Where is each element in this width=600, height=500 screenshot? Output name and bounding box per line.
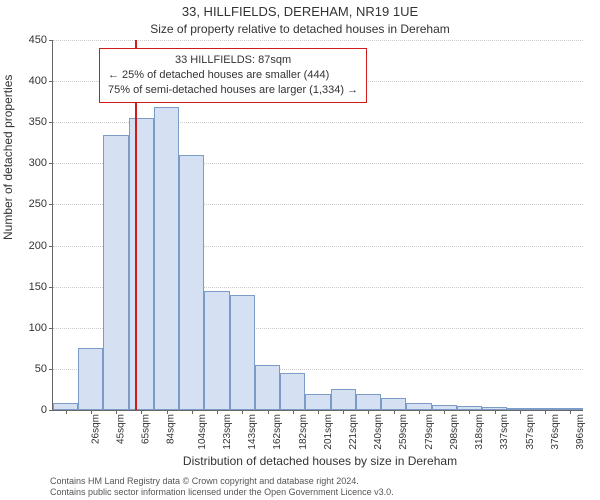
xtick-mark [469, 410, 470, 414]
histogram-bar [179, 155, 204, 410]
histogram-bar [255, 365, 280, 410]
xtick-label: 240sqm [373, 414, 384, 450]
histogram-bar [103, 135, 128, 410]
xtick-label: 376sqm [550, 414, 561, 450]
xtick-label: 104sqm [197, 414, 208, 450]
xtick-label: 26sqm [90, 414, 101, 444]
histogram-bar [204, 291, 229, 410]
xtick-mark [570, 410, 571, 414]
xtick-mark [318, 410, 319, 414]
xtick-label: 65sqm [141, 414, 152, 444]
plot-area: 05010015020025030035040045026sqm45sqm65s… [52, 40, 583, 411]
xtick-mark [394, 410, 395, 414]
xtick-label: 162sqm [272, 414, 283, 450]
xtick-label: 357sqm [525, 414, 536, 450]
ytick-label: 200 [29, 240, 47, 252]
y-axis-label: Number of detached properties [1, 75, 15, 240]
chart-title: 33, HILLFIELDS, DEREHAM, NR19 1UE [0, 4, 600, 19]
xtick-mark [293, 410, 294, 414]
xtick-mark [444, 410, 445, 414]
xtick-label: 201sqm [323, 414, 334, 450]
xtick-label: 337sqm [500, 414, 511, 450]
ytick-label: 150 [29, 281, 47, 293]
histogram-bar [129, 118, 154, 410]
ytick-mark [49, 163, 53, 164]
xtick-mark [343, 410, 344, 414]
xtick-mark [141, 410, 142, 414]
xtick-label: 221sqm [348, 414, 359, 450]
ytick-mark [49, 369, 53, 370]
histogram-bar [230, 295, 255, 410]
x-axis-label: Distribution of detached houses by size … [50, 454, 590, 468]
histogram-bar [78, 348, 103, 410]
xtick-mark [167, 410, 168, 414]
histogram-bar [356, 394, 381, 410]
info-box-line-1: 33 HILLFIELDS: 87sqm [108, 53, 358, 68]
ytick-label: 300 [29, 157, 47, 169]
ytick-mark [49, 328, 53, 329]
histogram-bar [305, 394, 330, 410]
xtick-label: 123sqm [222, 414, 233, 450]
xtick-label: 298sqm [449, 414, 460, 450]
xtick-mark [217, 410, 218, 414]
xtick-mark [495, 410, 496, 414]
chart-container: 33, HILLFIELDS, DEREHAM, NR19 1UE Size o… [0, 0, 600, 500]
histogram-bar [381, 398, 406, 410]
gridline [53, 40, 583, 41]
xtick-label: 396sqm [575, 414, 586, 450]
ytick-mark [49, 287, 53, 288]
ytick-label: 400 [29, 75, 47, 87]
ytick-label: 350 [29, 116, 47, 128]
ytick-label: 450 [29, 34, 47, 46]
xtick-mark [520, 410, 521, 414]
ytick-label: 100 [29, 322, 47, 334]
xtick-mark [545, 410, 546, 414]
info-box-line-3: 75% of semi-detached houses are larger (… [108, 83, 358, 98]
histogram-bar [331, 389, 356, 410]
xtick-label: 45sqm [115, 414, 126, 444]
xtick-label: 84sqm [166, 414, 177, 444]
ytick-label: 250 [29, 198, 47, 210]
histogram-bar [154, 107, 179, 410]
ytick-mark [49, 410, 53, 411]
ytick-mark [49, 204, 53, 205]
info-box: 33 HILLFIELDS: 87sqm← 25% of detached ho… [99, 48, 367, 103]
xtick-mark [242, 410, 243, 414]
info-box-line-2: ← 25% of detached houses are smaller (44… [108, 68, 358, 83]
footer-line-2: Contains public sector information licen… [50, 487, 590, 498]
ytick-mark [49, 122, 53, 123]
xtick-label: 259sqm [399, 414, 410, 450]
xtick-mark [91, 410, 92, 414]
xtick-mark [66, 410, 67, 414]
xtick-mark [192, 410, 193, 414]
xtick-label: 182sqm [298, 414, 309, 450]
xtick-label: 318sqm [474, 414, 485, 450]
ytick-mark [49, 81, 53, 82]
xtick-mark [419, 410, 420, 414]
ytick-mark [49, 40, 53, 41]
xtick-label: 143sqm [247, 414, 258, 450]
xtick-mark [368, 410, 369, 414]
chart-subtitle: Size of property relative to detached ho… [0, 22, 600, 36]
xtick-mark [268, 410, 269, 414]
xtick-label: 279sqm [424, 414, 435, 450]
histogram-bar [280, 373, 305, 410]
ytick-label: 0 [41, 404, 47, 416]
footer-line-1: Contains HM Land Registry data © Crown c… [50, 476, 590, 487]
ytick-mark [49, 246, 53, 247]
xtick-mark [116, 410, 117, 414]
ytick-label: 50 [35, 363, 47, 375]
footer-attribution: Contains HM Land Registry data © Crown c… [50, 476, 590, 499]
